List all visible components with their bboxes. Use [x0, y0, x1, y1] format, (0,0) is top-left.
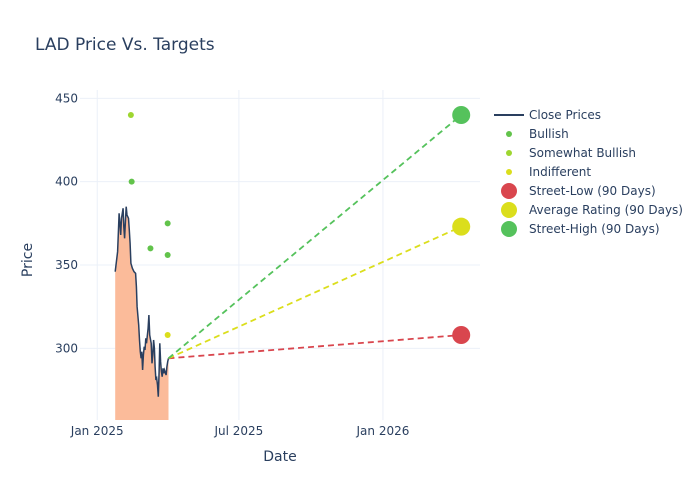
rating-point	[147, 245, 154, 252]
target-endpoint-marker	[452, 217, 471, 236]
legend-item-label[interactable]: Somewhat Bullish	[529, 146, 636, 160]
target-endpoint-marker	[452, 106, 471, 124]
target-line	[168, 334, 462, 360]
close-price-line	[114, 206, 170, 397]
y-tick-label: 300	[55, 341, 78, 355]
x-axis-label: Date	[263, 449, 296, 465]
y-tick-label: 350	[55, 258, 78, 272]
legend-item-label[interactable]: Bullish	[529, 127, 569, 141]
legend[interactable]: Close Prices Bullish Somewhat Bullish Indif…	[494, 108, 683, 237]
legend-swatch[interactable]	[501, 202, 517, 218]
legend-item-label[interactable]: Close Prices	[529, 108, 601, 122]
legend-item-label[interactable]: Street-Low (90 Days)	[529, 184, 656, 198]
legend-item-label[interactable]: Street-High (90 Days)	[529, 222, 660, 236]
rating-point	[127, 112, 134, 118]
legend-swatch[interactable]	[501, 221, 517, 237]
target-line	[168, 225, 462, 360]
target-endpoints	[452, 106, 471, 344]
target-endpoint-marker	[452, 326, 471, 344]
legend-swatch[interactable]	[506, 131, 512, 137]
y-tick-label: 450	[55, 91, 78, 105]
close-price-fill	[115, 206, 169, 420]
legend-swatch[interactable]	[506, 150, 512, 156]
y-axis-label: Price	[20, 243, 36, 277]
axes: 300 350 400 450 Jan 2025 Jul 2025 Jan 2026	[55, 91, 409, 438]
close-price-area	[114, 206, 170, 420]
legend-swatch[interactable]	[501, 183, 517, 199]
legend-item-label[interactable]: Average Rating (90 Days)	[529, 203, 683, 217]
target-lines	[167, 114, 462, 360]
legend-item-label[interactable]: Indifferent	[529, 165, 591, 179]
rating-point	[164, 220, 171, 227]
rating-point	[128, 178, 135, 185]
legend-swatch[interactable]	[506, 169, 512, 175]
x-tick-label: Jul 2025	[213, 424, 263, 438]
x-tick-label: Jan 2025	[70, 424, 124, 438]
y-tick-label: 400	[55, 175, 78, 189]
chart-title: LAD Price Vs. Targets	[35, 35, 215, 55]
analyst-ratings	[127, 112, 171, 338]
rating-point	[164, 252, 171, 258]
rating-point	[164, 332, 171, 338]
target-line	[167, 114, 462, 360]
x-tick-label: Jan 2026	[356, 424, 410, 438]
